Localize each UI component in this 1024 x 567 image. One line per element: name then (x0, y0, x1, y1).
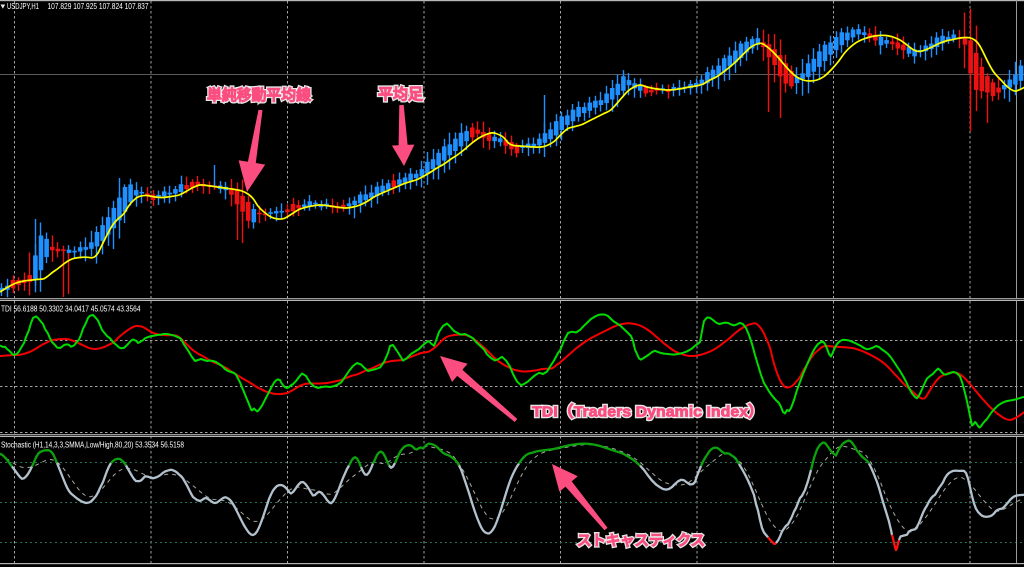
svg-text:USDJPY,H1: USDJPY,H1 (7, 2, 39, 11)
svg-text:Stochastic (H1,14,3,3,SMMA,Low: Stochastic (H1,14,3,3,SMMA,Low/High,80,2… (1, 441, 184, 450)
svg-text:TDI（Traders Dynamic Index）: TDI（Traders Dynamic Index） (532, 403, 764, 421)
svg-text:ストキャスティクス: ストキャスティクス (577, 533, 705, 550)
svg-text:平均足: 平均足 (378, 85, 424, 103)
svg-text:平均足: 平均足 (378, 85, 424, 103)
svg-text:TDI（Traders Dynamic Index）: TDI（Traders Dynamic Index） (532, 403, 764, 421)
svg-text:ストキャスティクス: ストキャスティクス (577, 533, 705, 550)
svg-text:107.829 107.925 107.824 107.83: 107.829 107.925 107.824 107.837 (48, 2, 149, 11)
svg-text:TDI 56.6188 50.3302 34.0417 45: TDI 56.6188 50.3302 34.0417 45.0574 43.3… (1, 305, 141, 314)
svg-text:単純移動平均線: 単純移動平均線 (207, 86, 311, 104)
svg-text:単純移動平均線: 単純移動平均線 (207, 86, 311, 104)
